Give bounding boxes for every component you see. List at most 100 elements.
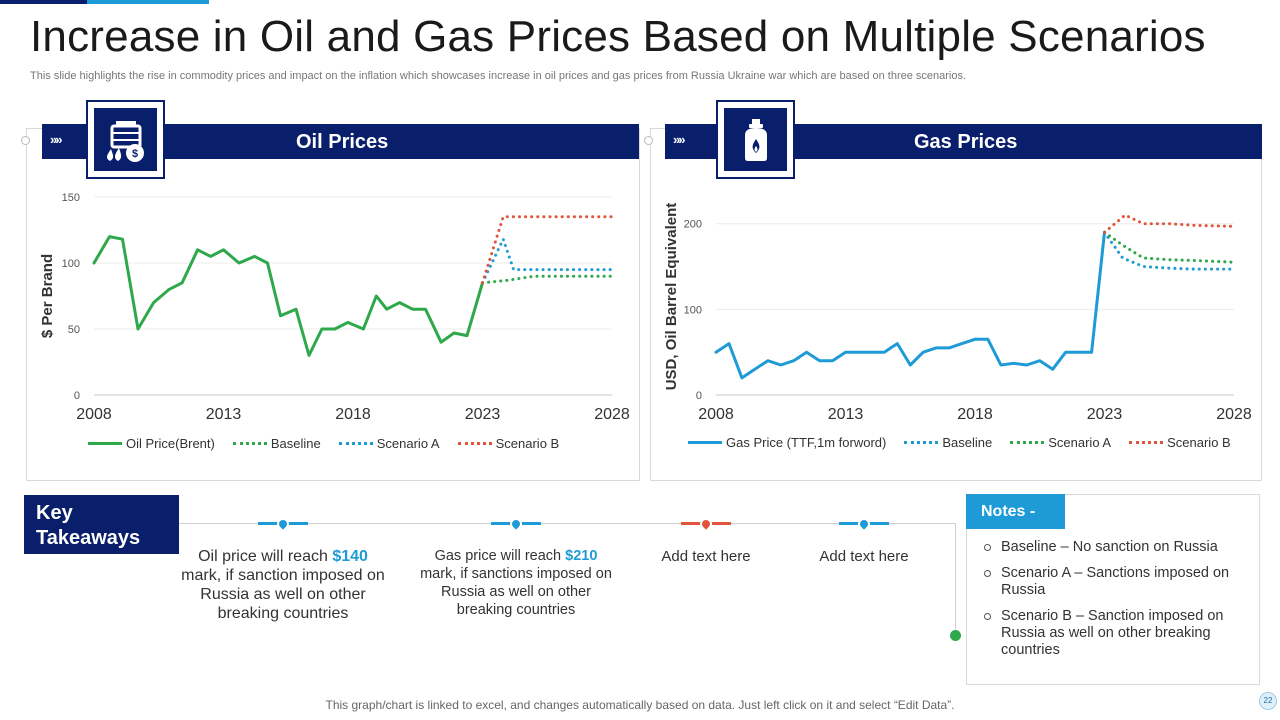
takeaway-text-1: Oil price will reach $140 mark, if sanct…: [178, 547, 388, 623]
gas-y-axis-label: USD, Oil Barrel Equivalent: [663, 203, 680, 391]
timeline-end-dot: [950, 630, 961, 641]
oil-barrel-dollar-icon: $: [106, 120, 144, 162]
gas-series-scenario-b: [1103, 213, 1236, 234]
oil-legend-item: Baseline: [232, 436, 321, 451]
oil-y-tick-label: 150: [62, 192, 80, 204]
oil-legend-label: Baseline: [270, 436, 321, 451]
page-title: Increase in Oil and Gas Prices Based on …: [30, 12, 1206, 61]
footer-note: This graph/chart is linked to excel, and…: [325, 698, 955, 712]
gas-legend-label: Gas Price (TTF,1m forword): [726, 435, 887, 450]
takeaway-highlight: $210: [565, 548, 598, 564]
gas-chart-legend: Gas Price (TTF,1m forword) Baseline Scenar…: [688, 435, 1249, 450]
oil-legend-item: Scenario A: [338, 436, 440, 451]
oil-series-scenario-a: [481, 237, 614, 285]
gas-legend-item: Gas Price (TTF,1m forword): [688, 435, 886, 450]
notes-heading: Notes -: [966, 494, 1065, 529]
takeaway-suffix: mark, if sanction imposed on Russia as w…: [181, 567, 385, 622]
gas-legend-swatch: [688, 441, 722, 444]
oil-legend-swatch: [88, 442, 122, 445]
gas-legend-item: Scenario A: [1010, 435, 1111, 450]
notes-item: Scenario B – Sanction imposed on Russia …: [984, 608, 1248, 659]
oil-x-tick-label: 2018: [335, 406, 371, 423]
takeaway-prefix: Oil price will reach: [198, 548, 333, 565]
gas-series-gas-price-ttf-1m-forword-: [714, 230, 1106, 380]
gas-legend-label: Scenario A: [1048, 435, 1112, 450]
oil-legend-swatch: [457, 442, 492, 445]
oil-series-oil-price-brent-: [92, 235, 484, 357]
top-accent-bar-light: [87, 0, 209, 4]
oil-icon-box: $: [86, 100, 165, 179]
gas-series-baseline: [1103, 230, 1236, 271]
oil-series-baseline: [481, 274, 614, 285]
gas-chart-panel: [650, 128, 1262, 481]
oil-chart-legend: Oil Price(Brent) Baseline Scenario A Scenar…: [88, 436, 577, 451]
oil-y-axis-label: $ Per Brand: [39, 254, 56, 338]
oil-panel-connector-dot: [21, 136, 30, 145]
oil-y-tick-label: 0: [74, 390, 80, 402]
gas-x-tick-label: 2023: [1087, 406, 1123, 423]
gas-x-tick-label: 2028: [1216, 406, 1252, 423]
location-pin-icon: [274, 515, 292, 533]
double-chevron-icon: »»: [673, 132, 686, 147]
location-pin-icon: [507, 515, 525, 533]
takeaway-prefix: Add text here: [819, 548, 909, 565]
gas-cylinder-icon: [744, 118, 767, 161]
oil-x-tick-label: 2028: [594, 406, 630, 423]
gas-legend-swatch: [1010, 441, 1045, 444]
takeaway-text-3: Add text here: [646, 547, 766, 566]
oil-legend-swatch: [232, 442, 267, 445]
gas-panel-connector-dot: [644, 136, 653, 145]
gas-icon-box: [716, 100, 795, 179]
gas-legend-label: Scenario B: [1167, 435, 1231, 450]
notes-item: Baseline – No sanction on Russia: [984, 539, 1248, 556]
gas-x-tick-label: 2008: [698, 406, 734, 423]
gas-x-tick-label: 2013: [828, 406, 864, 423]
top-accent-bar-dark: [0, 0, 87, 4]
location-pin-icon: [855, 515, 873, 533]
takeaway-suffix: mark, if sanctions imposed on Russia as …: [420, 566, 612, 618]
gas-legend-swatch: [904, 441, 939, 444]
gas-series-scenario-a: [1103, 230, 1236, 264]
oil-series-scenario-b: [481, 215, 614, 285]
oil-price-chart: 0 50 100 150 2008 2013 2018 2023 2028 $ Per Brand: [39, 192, 630, 423]
key-takeaways-line2: Takeaways: [36, 527, 141, 549]
takeaway-prefix: Gas price will reach: [434, 548, 566, 564]
oil-legend-label: Scenario A: [376, 436, 440, 451]
oil-y-tick-label: 100: [62, 258, 80, 270]
gas-y-tick-label: 100: [684, 304, 702, 316]
oil-x-tick-label: 2008: [76, 406, 112, 423]
takeaway-text-2: Gas price will reach $210 mark, if sanct…: [420, 547, 612, 619]
gas-y-tick-label: 0: [696, 390, 702, 402]
gas-price-chart: 0 100 200 2008 2013 2018 2023 2028 USD, Oil Barr…: [663, 203, 1252, 423]
key-takeaways-line1: Key: [36, 502, 73, 524]
gas-y-tick-label: 200: [684, 219, 702, 231]
oil-legend-item: Oil Price(Brent): [88, 436, 215, 451]
key-takeaways-heading: Key Takeaways: [24, 495, 179, 554]
takeaway-timeline: [179, 523, 956, 524]
notes-list: Baseline – No sanction on Russia Scenari…: [984, 539, 1248, 668]
gas-legend-item: Scenario B: [1129, 435, 1231, 450]
oil-legend-label: Oil Price(Brent): [126, 436, 215, 451]
oil-x-tick-label: 2023: [465, 406, 501, 423]
gas-legend-swatch: [1129, 441, 1164, 444]
gas-panel-heading: Gas Prices: [914, 131, 1018, 153]
gas-legend-label: Baseline: [942, 435, 993, 450]
oil-legend-item: Scenario B: [457, 436, 559, 451]
gas-legend-item: Baseline: [904, 435, 992, 450]
oil-y-tick-label: 50: [68, 324, 80, 336]
takeaway-prefix: Add text here: [661, 548, 751, 565]
page-subtitle: This slide highlights the rise in commod…: [30, 70, 967, 82]
takeaway-highlight: $140: [332, 548, 368, 565]
notes-item: Scenario A – Sanctions imposed on Russia: [984, 565, 1248, 599]
notes-panel: [966, 494, 1260, 685]
gas-x-tick-label: 2018: [957, 406, 993, 423]
location-pin-icon: [697, 515, 715, 533]
oil-panel-heading: Oil Prices: [296, 131, 389, 153]
oil-x-tick-label: 2013: [206, 406, 242, 423]
double-chevron-icon: »»: [50, 132, 63, 147]
oil-chart-panel: [26, 128, 640, 481]
takeaway-text-4: Add text here: [804, 547, 924, 566]
page-number: 22: [1259, 692, 1277, 710]
takeaway-timeline-connector: [955, 523, 956, 633]
oil-legend-swatch: [338, 442, 373, 445]
